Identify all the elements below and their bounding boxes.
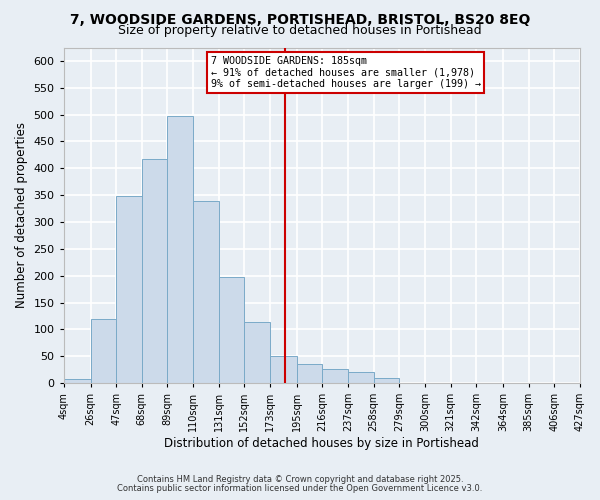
X-axis label: Distribution of detached houses by size in Portishead: Distribution of detached houses by size … xyxy=(164,437,479,450)
Bar xyxy=(64,380,91,383)
Y-axis label: Number of detached properties: Number of detached properties xyxy=(15,122,28,308)
Bar xyxy=(297,364,322,383)
Bar xyxy=(374,378,400,383)
Bar xyxy=(91,318,116,383)
Text: Size of property relative to detached houses in Portishead: Size of property relative to detached ho… xyxy=(118,24,482,37)
Text: 7, WOODSIDE GARDENS, PORTISHEAD, BRISTOL, BS20 8EQ: 7, WOODSIDE GARDENS, PORTISHEAD, BRISTOL… xyxy=(70,12,530,26)
Bar xyxy=(348,372,374,383)
Bar xyxy=(193,200,219,383)
Bar xyxy=(167,116,193,383)
Text: Contains HM Land Registry data © Crown copyright and database right 2025.: Contains HM Land Registry data © Crown c… xyxy=(137,475,463,484)
Bar xyxy=(322,369,348,383)
Text: 7 WOODSIDE GARDENS: 185sqm
← 91% of detached houses are smaller (1,978)
9% of se: 7 WOODSIDE GARDENS: 185sqm ← 91% of deta… xyxy=(211,56,481,89)
Text: Contains public sector information licensed under the Open Government Licence v3: Contains public sector information licen… xyxy=(118,484,482,493)
Bar xyxy=(219,276,244,383)
Bar xyxy=(116,196,142,383)
Bar xyxy=(270,356,297,383)
Bar xyxy=(244,322,270,383)
Bar xyxy=(142,158,167,383)
